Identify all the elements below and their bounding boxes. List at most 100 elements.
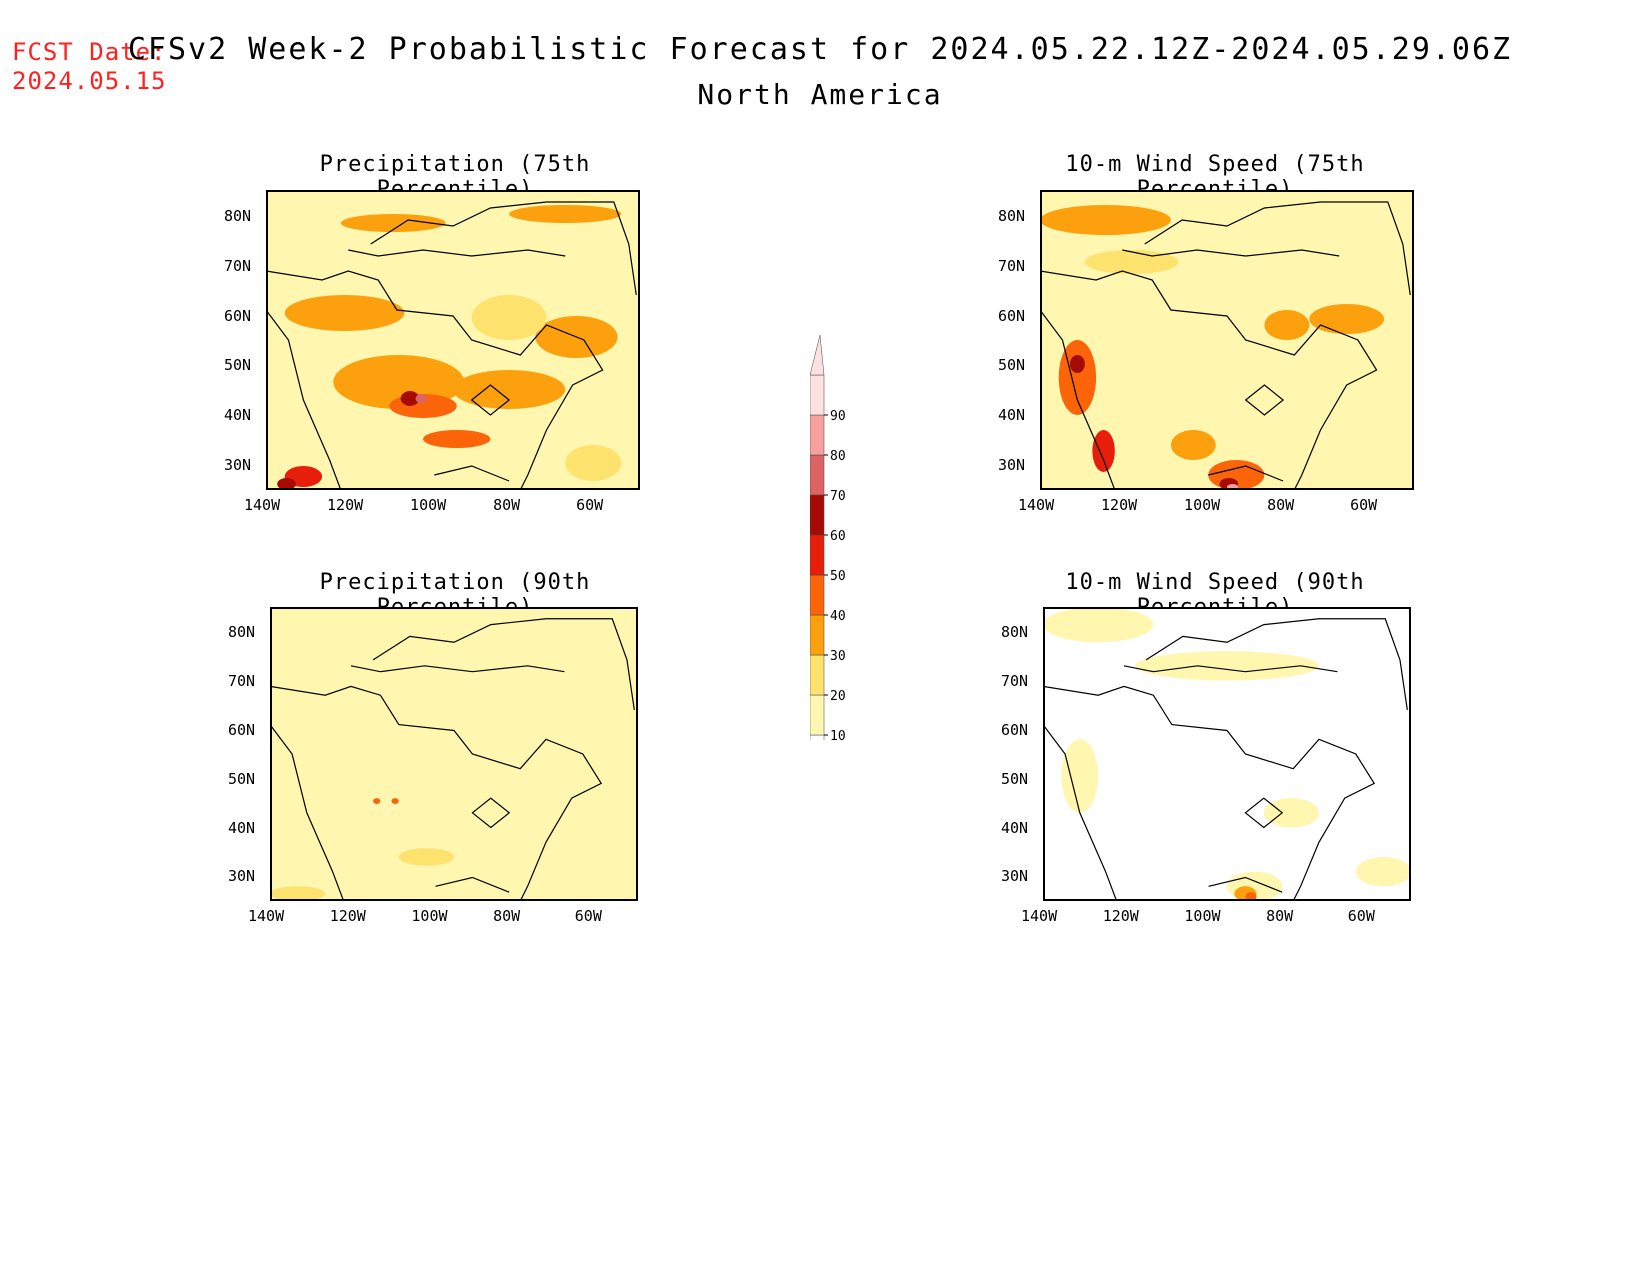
shading-region — [270, 886, 326, 901]
lat-label: 50N — [1001, 769, 1029, 788]
colorbar-label: 70 — [830, 489, 846, 504]
shading-region — [284, 295, 405, 331]
lat-label: 50N — [228, 769, 256, 788]
colorbar-label: 20 — [830, 689, 846, 704]
shading-layer — [1040, 190, 1414, 490]
coastline — [266, 201, 637, 490]
lat-label: 70N — [998, 256, 1026, 275]
colorbar-label: 40 — [830, 609, 846, 624]
shading-region — [472, 768, 602, 843]
coastline — [1043, 618, 1408, 901]
lat-label: 70N — [228, 672, 256, 691]
shading-layer — [266, 190, 640, 490]
shading-region — [471, 295, 547, 340]
shading-region — [1092, 430, 1115, 472]
lat-label: 40N — [998, 406, 1026, 425]
colorbar-swatch — [810, 614, 825, 656]
map-frame — [1040, 190, 1414, 490]
lat-label: 60N — [1001, 721, 1029, 740]
map-wind75 — [1040, 190, 1414, 490]
shading-region — [415, 394, 427, 403]
shading-region — [373, 798, 381, 804]
lon-label: 140W — [1021, 907, 1058, 925]
shading-region — [423, 430, 491, 448]
coastline — [270, 618, 635, 901]
lat-label: 70N — [224, 256, 252, 275]
shading-layer — [1043, 607, 1411, 901]
lat-label: 80N — [224, 207, 252, 225]
colorbar-swatch — [810, 414, 825, 456]
shading-region — [340, 214, 446, 232]
shading-region — [1135, 651, 1319, 681]
forecast-date-block: FCST Date: 2024.05.15 — [12, 38, 167, 96]
lon-label: 140W — [1018, 496, 1055, 514]
lat-label: 60N — [998, 306, 1026, 325]
lat-label: 40N — [1001, 818, 1029, 837]
shading-region — [1245, 892, 1257, 901]
colorbar-swatch — [810, 574, 825, 616]
shading-region — [1043, 607, 1154, 643]
lat-label: 70N — [1001, 672, 1029, 691]
shading-region — [1061, 739, 1099, 813]
lon-label: 100W — [411, 907, 448, 925]
colorbar: 10 20 30 40 50 60 70 80 90 — [810, 335, 846, 740]
shading-region — [1040, 205, 1171, 235]
map-frame — [1043, 607, 1411, 901]
lat-label: 40N — [228, 818, 256, 837]
lat-label: 30N — [228, 867, 256, 886]
lon-label: 120W — [327, 496, 364, 514]
lon-label: 100W — [1184, 496, 1221, 514]
lon-label: 60W — [1347, 907, 1375, 925]
shading-region — [343, 642, 528, 666]
colorbar-swatch — [810, 654, 825, 696]
colorbar-label: 60 — [830, 529, 846, 544]
lat-label: 50N — [224, 356, 252, 375]
lat-label: 30N — [1001, 867, 1029, 886]
shading-region — [565, 445, 622, 481]
lon-label: 60W — [574, 907, 602, 925]
lat-label: 80N — [998, 207, 1026, 225]
lon-label: 100W — [410, 496, 447, 514]
lon-label: 120W — [1102, 907, 1139, 925]
lat-label: 50N — [998, 356, 1026, 375]
shading-layer — [270, 607, 638, 901]
lon-label: 120W — [329, 907, 366, 925]
shading-region — [343, 754, 473, 843]
map-frame — [266, 190, 640, 490]
lat-label: 30N — [224, 456, 252, 474]
region-subtitle: North America — [697, 78, 943, 111]
colorbar-swatch — [810, 374, 825, 416]
lat-label: 80N — [1001, 623, 1029, 642]
lat-label: 60N — [224, 306, 252, 325]
shading-region — [509, 205, 622, 223]
panel-title-wind75: 10-m Wind Speed (75th Percentile) — [1065, 152, 1365, 202]
map-precip90 — [270, 607, 638, 901]
shading-region — [1355, 856, 1411, 887]
colorbar-swatch — [810, 494, 825, 536]
forecast-date-value: 2024.05.15 — [12, 67, 167, 95]
shading-region — [1058, 340, 1097, 415]
colorbar-label: 10 — [830, 729, 846, 740]
lat-label: 60N — [228, 721, 256, 740]
lon-label: 80W — [493, 496, 521, 514]
colorbar-swatch — [810, 454, 825, 496]
colorbar-label: 90 — [830, 409, 846, 424]
shading-region — [1084, 250, 1179, 274]
shading-region — [453, 370, 566, 409]
shading-region — [1170, 430, 1216, 460]
map-frame — [270, 607, 638, 901]
colorbar-label: 80 — [830, 449, 846, 464]
map-wind90 — [1043, 607, 1411, 901]
shading-region — [277, 478, 296, 490]
lat-label: 30N — [998, 456, 1026, 474]
shading-region — [391, 798, 399, 804]
shading-region — [398, 848, 454, 866]
shading-region — [1263, 798, 1319, 828]
map-precip75 — [266, 190, 640, 490]
lon-label: 60W — [576, 496, 604, 514]
coastline — [1040, 201, 1411, 490]
lon-label: 80W — [493, 907, 521, 925]
colorbar-swatch — [810, 734, 825, 740]
lat-label: 40N — [224, 406, 252, 425]
lon-label: 60W — [1350, 496, 1378, 514]
